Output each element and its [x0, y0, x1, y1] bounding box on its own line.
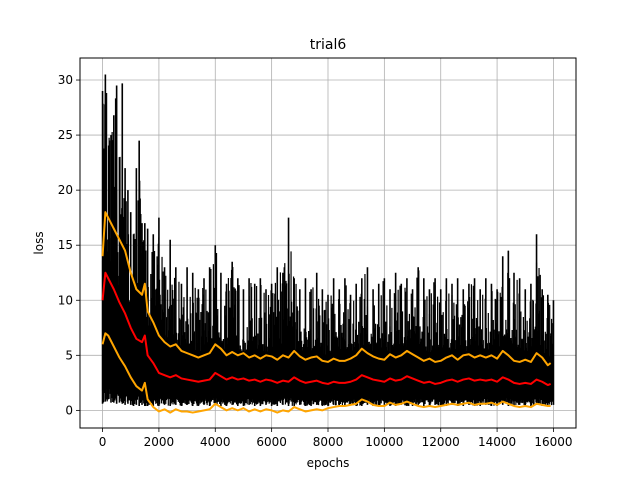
- x-tick-label: 4000: [200, 435, 231, 449]
- x-tick-label: 0: [99, 435, 107, 449]
- axis-ticks: 0 2000 4000 6000 8000 10000 12000 14000 16000 0 5 1…: [58, 73, 573, 449]
- y-tick-label: 10: [58, 293, 73, 307]
- y-axis-title: loss: [32, 231, 46, 254]
- x-tick-label: 14000: [478, 435, 516, 449]
- x-tick-label: 16000: [534, 435, 572, 449]
- x-tick-label: 10000: [365, 435, 403, 449]
- x-tick-label: 8000: [313, 435, 344, 449]
- x-tick-label: 12000: [422, 435, 460, 449]
- x-axis-title: epochs: [307, 456, 350, 470]
- upper-band-series: [101, 211, 552, 367]
- y-tick-label: 5: [65, 348, 73, 362]
- lower-band-series: [101, 332, 551, 414]
- chart-title: trial6: [310, 37, 347, 53]
- y-tick-label: 0: [65, 403, 73, 417]
- y-tick-label: 25: [58, 128, 73, 142]
- y-tick-label: 30: [58, 73, 73, 87]
- plot-area: [101, 74, 555, 414]
- y-tick-label: 15: [58, 238, 73, 252]
- mean-series: [101, 271, 552, 387]
- x-tick-label: 6000: [256, 435, 287, 449]
- x-tick-label: 2000: [144, 435, 175, 449]
- y-tick-label: 20: [58, 183, 73, 197]
